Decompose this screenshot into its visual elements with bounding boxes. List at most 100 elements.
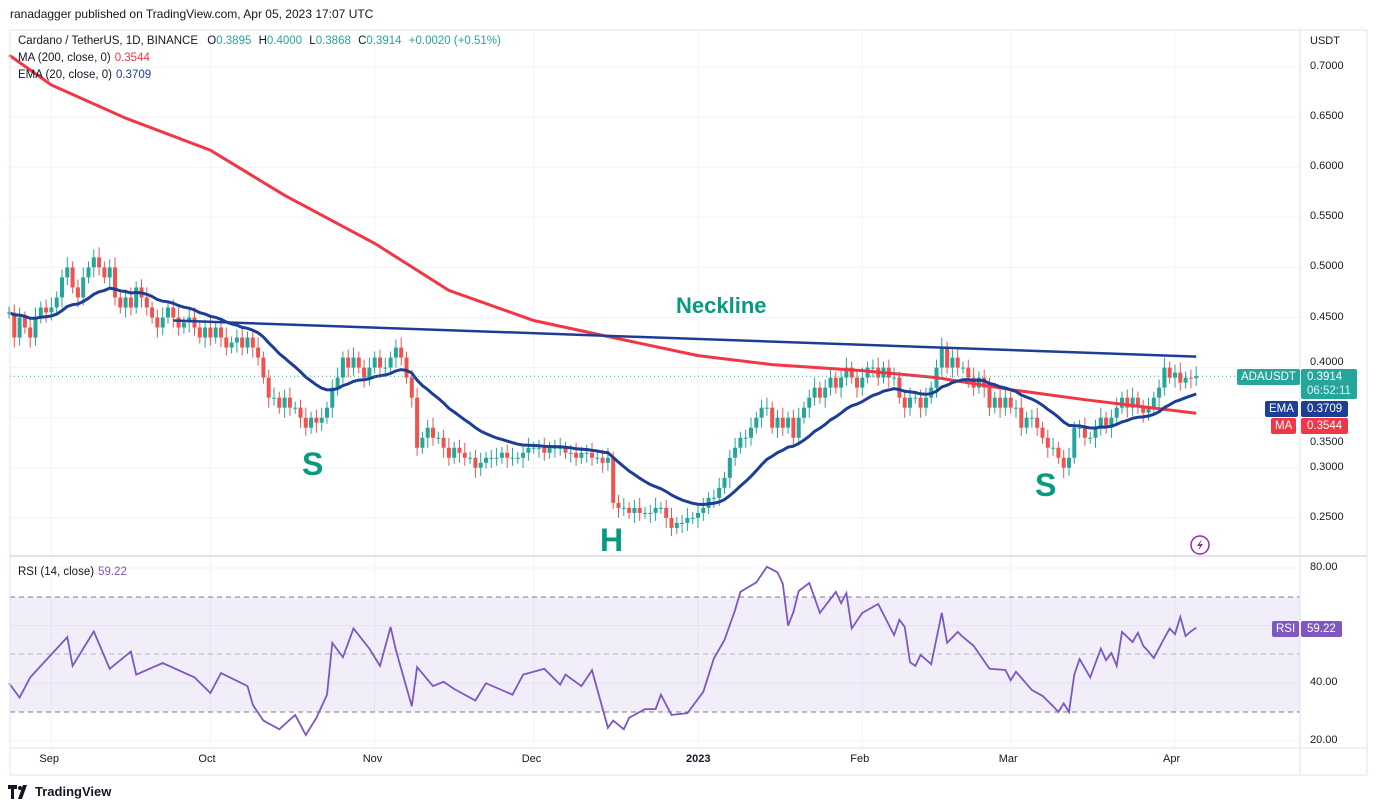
candle-body <box>1051 447 1056 449</box>
candle-body <box>266 377 271 398</box>
candle <box>595 451 600 464</box>
candle <box>1082 417 1087 446</box>
candle-body <box>1035 417 1040 428</box>
candle-body <box>134 287 139 308</box>
candle-body <box>1093 427 1098 438</box>
candle <box>303 407 308 436</box>
candle <box>240 327 245 356</box>
candle-body <box>468 457 473 459</box>
candle <box>802 401 806 424</box>
candle <box>653 497 658 521</box>
ma-tag-label: MA <box>1271 418 1297 434</box>
candle <box>1194 366 1199 387</box>
candle-body <box>1141 407 1146 413</box>
candle-body <box>81 277 86 298</box>
candle <box>1109 409 1114 438</box>
candle <box>330 379 335 418</box>
candle <box>1056 441 1061 464</box>
candle-body <box>181 322 186 328</box>
candle <box>409 369 414 408</box>
candle-body <box>293 407 298 409</box>
candle-body <box>1173 372 1177 378</box>
candle-body <box>552 447 557 449</box>
candle <box>823 379 828 408</box>
candle-body <box>1061 457 1066 468</box>
candle <box>1141 399 1146 423</box>
candle-body <box>219 327 223 338</box>
time-tick: Mar <box>998 753 1018 765</box>
candle-body <box>28 327 33 338</box>
candle-body <box>870 367 875 369</box>
candle <box>510 447 515 466</box>
candle-body <box>399 347 404 358</box>
price-tick: 0.5000 <box>1310 260 1344 273</box>
candle <box>738 431 743 454</box>
rsi-legend[interactable]: RSI (14, close) 59.22 <box>18 566 127 578</box>
candle-body <box>605 457 610 463</box>
last-price-value: 0.3914 <box>1307 371 1343 383</box>
rsi-tick: 80.00 <box>1310 561 1338 573</box>
neckline-label: Neckline <box>676 293 767 318</box>
candle <box>749 417 753 446</box>
candle-body <box>1151 397 1156 408</box>
candle-body <box>542 447 547 453</box>
high-label: H <box>258 35 267 47</box>
candle-body <box>245 337 250 348</box>
candle <box>425 419 430 448</box>
candle-body <box>738 437 743 448</box>
candle-body <box>261 357 266 378</box>
candle-body <box>727 457 732 478</box>
candle <box>287 387 292 416</box>
candle-body <box>441 437 446 448</box>
candle <box>505 444 510 468</box>
candle <box>961 361 965 374</box>
candle <box>181 316 186 334</box>
candle <box>1098 407 1103 436</box>
candle <box>976 371 981 394</box>
candle-body <box>144 297 149 308</box>
tradingview-logo[interactable]: TradingView <box>8 784 111 799</box>
candle-body <box>250 337 255 348</box>
candle <box>457 439 462 463</box>
neckline-line <box>173 319 1197 358</box>
candle-body <box>531 447 536 449</box>
candle <box>1008 391 1013 414</box>
candle-body <box>913 397 918 399</box>
candle <box>404 351 409 384</box>
candle <box>473 449 478 478</box>
rsi-tick: 20.00 <box>1310 733 1338 746</box>
close-value: 0.3914 <box>366 35 402 47</box>
candle <box>155 309 160 338</box>
candle-body <box>22 317 27 328</box>
candle <box>611 451 616 509</box>
candle-body <box>939 347 944 368</box>
high-value: 0.4000 <box>266 35 303 47</box>
candle-body <box>828 377 833 388</box>
candle <box>462 442 467 466</box>
candle <box>314 409 319 433</box>
candle <box>1040 421 1045 444</box>
candle-body <box>733 447 738 458</box>
ema-legend[interactable]: EMA (20, close, 0) 0.3709 <box>18 69 151 81</box>
candle <box>468 451 473 464</box>
candle-body <box>340 357 345 378</box>
candle-body <box>579 452 584 458</box>
candle-body <box>54 297 59 308</box>
candle <box>1067 447 1071 476</box>
candle-body <box>658 507 663 509</box>
candle-body <box>1045 437 1050 448</box>
candle-body <box>272 397 276 399</box>
candle <box>775 409 780 438</box>
ma-legend[interactable]: MA (200, close, 0) 0.3544 <box>18 52 150 64</box>
candle <box>65 257 70 286</box>
price-tick: 0.4000 <box>1310 355 1344 368</box>
time-tick: 2023 <box>686 753 711 765</box>
candle <box>950 349 955 378</box>
candle-body <box>452 447 457 458</box>
candle <box>711 489 716 508</box>
candle <box>399 337 404 366</box>
candle <box>1035 407 1040 436</box>
candle-body <box>1109 417 1114 428</box>
candle <box>664 499 669 528</box>
